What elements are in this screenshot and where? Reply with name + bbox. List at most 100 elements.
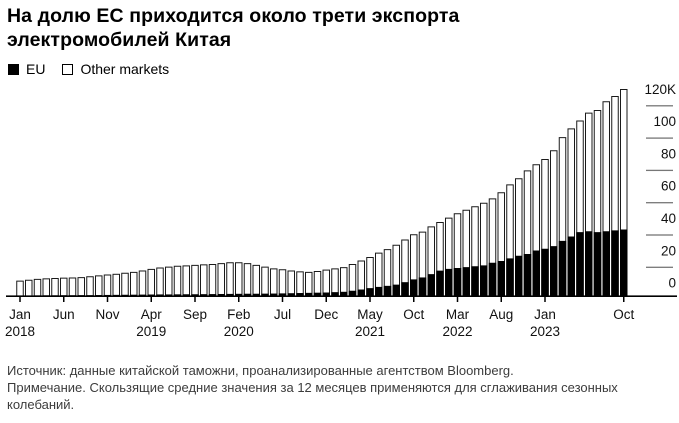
stacked-bar-eu	[392, 284, 400, 297]
stacked-bar-other	[313, 271, 322, 297]
stacked-bar-eu	[401, 282, 409, 297]
x-tick-label: Sep	[183, 307, 207, 322]
eu-swatch-icon	[8, 63, 19, 75]
stacked-bar-eu	[506, 258, 514, 297]
stacked-bar-eu	[182, 294, 190, 296]
stacked-bar-other	[191, 264, 199, 297]
stacked-bar-eu	[375, 286, 383, 296]
x-tick-mark	[456, 297, 459, 302]
x-tick-mark	[325, 297, 327, 302]
x-tick-mark	[150, 297, 152, 302]
stacked-bar-eu	[331, 292, 339, 296]
stacked-bar-eu	[453, 268, 462, 296]
title-line-1: На долю ЕС приходится около трети экспор…	[7, 5, 460, 27]
y-tick-label: 20	[661, 243, 676, 258]
x-tick-label: Feb	[227, 307, 250, 322]
stacked-bar-eu	[532, 250, 540, 296]
stacked-bar-other	[51, 278, 59, 297]
stacked-bar-other	[182, 265, 190, 297]
y-tick-dash	[646, 137, 673, 139]
stacked-bar-eu	[243, 293, 252, 296]
stacked-bar-eu	[235, 293, 243, 296]
stacked-bar-eu	[383, 285, 392, 296]
x-tick-year-label: 2021	[355, 324, 385, 339]
stacked-bar-other	[235, 262, 243, 297]
x-tick-label: Aug	[489, 307, 513, 322]
stacked-bar-other	[68, 277, 77, 297]
stacked-bar-eu	[558, 240, 567, 297]
other-markets-swatch-icon	[62, 63, 74, 75]
stacked-bar-other	[208, 264, 217, 297]
stacked-bar-other	[287, 270, 295, 297]
stacked-bar-other	[305, 271, 313, 297]
x-tick-year-label: 2020	[224, 324, 254, 339]
stacked-bar-eu	[357, 289, 365, 296]
stacked-bar-eu	[585, 231, 593, 296]
stacked-bar-other	[112, 273, 120, 297]
stacked-bar-eu	[270, 293, 278, 296]
stacked-bar-eu	[305, 292, 313, 296]
x-tick-mark	[413, 297, 415, 302]
x-tick-year-label: 2023	[530, 324, 560, 339]
y-tick-dash	[646, 234, 673, 236]
stacked-bar-other	[33, 278, 42, 297]
stacked-bar-other	[147, 268, 155, 297]
stacked-bar-eu	[471, 266, 479, 296]
y-tick-dash	[646, 169, 673, 172]
x-tick-mark	[19, 297, 21, 302]
stacked-bar-eu	[523, 254, 532, 296]
x-tick-mark	[238, 297, 240, 302]
stacked-bar-eu	[340, 291, 348, 296]
y-tick-label: 100	[653, 114, 676, 129]
stacked-bar-eu	[445, 268, 453, 297]
stacked-bar-eu	[366, 288, 374, 297]
stacked-bar-eu	[165, 294, 173, 296]
stacked-bar-other	[173, 265, 182, 297]
stacked-bar-eu	[348, 290, 357, 296]
x-tick-label: Jan	[9, 307, 31, 322]
stacked-bar-eu	[156, 294, 164, 296]
x-tick-year-label: 2018	[5, 324, 35, 339]
stacked-bar-eu	[200, 294, 208, 296]
stacked-bar-other	[322, 269, 330, 297]
stacked-bar-other	[156, 267, 164, 297]
stacked-bar-other	[340, 267, 348, 297]
y-tick-label: 60	[661, 179, 676, 194]
x-tick-year-label: 2022	[442, 324, 472, 339]
x-tick-mark	[106, 297, 109, 302]
stacked-bar-eu	[191, 294, 199, 296]
stacked-bar-other	[226, 262, 234, 297]
stacked-bar-eu	[287, 293, 295, 296]
stacked-bar-other	[121, 272, 129, 297]
stacked-bar-eu	[147, 294, 155, 296]
x-tick-label: Oct	[613, 307, 634, 322]
legend-label-eu: EU	[26, 61, 46, 77]
x-tick-mark	[623, 297, 625, 302]
stacked-bar-eu	[208, 294, 217, 296]
stacked-bar-eu	[217, 293, 225, 296]
stacked-bar-other	[60, 277, 68, 297]
x-tick-label: Jan	[534, 307, 556, 322]
stacked-bar-eu	[261, 293, 269, 296]
x-tick-label: Jul	[274, 307, 291, 322]
stacked-bar-eu	[480, 265, 488, 297]
y-tick-label: 120K	[644, 82, 676, 97]
x-tick-mark	[63, 297, 65, 302]
x-tick-label: Apr	[141, 307, 163, 322]
legend-label-other-markets: Other markets	[80, 61, 170, 77]
title-line-2: электромобилей Китая	[7, 29, 232, 51]
stacked-bar-eu	[488, 262, 497, 296]
legend-item-other-markets: Other markets	[62, 61, 169, 77]
stacked-bar-eu	[436, 270, 444, 297]
x-tick-mark	[281, 297, 284, 302]
x-tick-mark	[500, 297, 502, 302]
y-tick-label: 0	[668, 276, 676, 291]
stacked-bar-other	[200, 264, 208, 297]
stacked-bar-other	[42, 278, 50, 297]
stacked-bar-eu	[296, 293, 304, 296]
y-axis-ticks: 120K 100 80 60 40 20 0	[644, 82, 676, 291]
chart-footnotes: Источник: данные китайской таможни, проа…	[7, 362, 665, 413]
stacked-bar-eu	[620, 229, 628, 296]
stacked-bar-other	[130, 271, 138, 297]
